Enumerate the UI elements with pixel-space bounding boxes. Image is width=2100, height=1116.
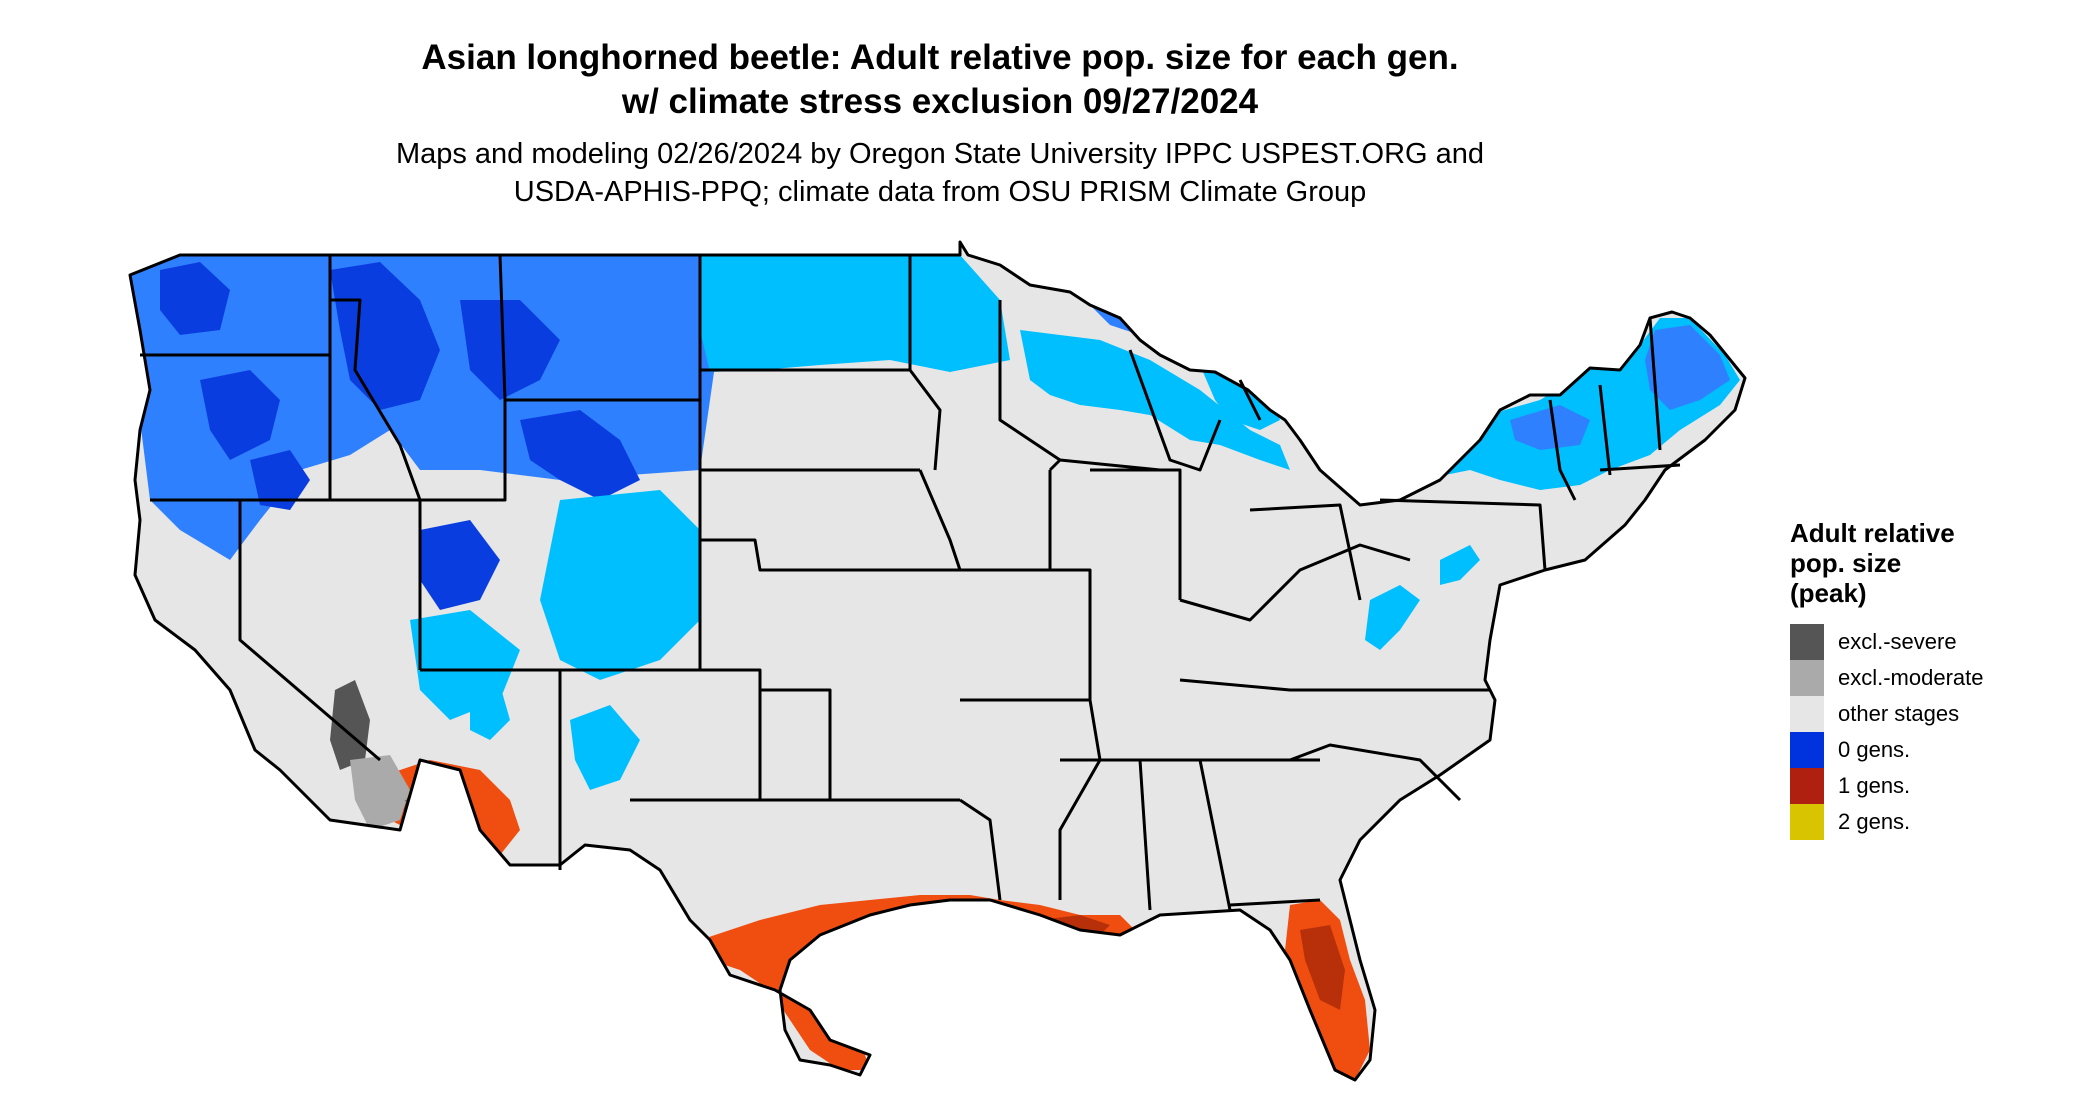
legend-swatch bbox=[1790, 732, 1824, 768]
legend-title-line: pop. size bbox=[1790, 548, 1902, 578]
legend-label: 0 gens. bbox=[1838, 737, 1911, 762]
map-fill bbox=[130, 242, 1745, 1080]
legend-item-other-stages: other stages bbox=[1790, 696, 2090, 732]
legend-item-1-gens: 1 gens. bbox=[1790, 768, 2090, 804]
legend-label: 1 gens. bbox=[1838, 773, 1911, 798]
legend-item-excl-moderate: excl.-moderate bbox=[1790, 660, 2090, 696]
us-outline bbox=[128, 240, 1747, 1082]
legend-item-excl-severe: excl.-severe bbox=[1790, 624, 2090, 660]
legend-label: excl.-severe bbox=[1838, 629, 1957, 654]
map-subtitle-line-2: USDA-APHIS-PPQ; climate data from OSU PR… bbox=[513, 176, 1367, 208]
legend-swatch bbox=[1790, 768, 1824, 804]
map-title-line-1: Asian longhorned beetle: Adult relative … bbox=[421, 38, 1459, 77]
state-boundaries bbox=[128, 240, 1747, 1082]
map-title-line-2: w/ climate stress exclusion 09/27/2024 bbox=[621, 82, 1259, 121]
legend-swatch bbox=[1790, 624, 1824, 660]
legend-swatch bbox=[1790, 696, 1824, 732]
legend-item-2-gens: 2 gens. bbox=[1790, 804, 2090, 840]
legend-item-0-gens: 0 gens. bbox=[1790, 732, 2090, 768]
legend-title-line: (peak) bbox=[1790, 578, 1867, 608]
legend-title-line: Adult relative bbox=[1790, 518, 1955, 548]
legend-swatch bbox=[1790, 804, 1824, 840]
legend-label: excl.-moderate bbox=[1838, 665, 1984, 690]
map-legend: Adult relative pop. size (peak) excl.-se… bbox=[1790, 518, 2090, 840]
legend-swatch bbox=[1790, 660, 1824, 696]
map-subtitle-line-1: Maps and modeling 02/26/2024 by Oregon S… bbox=[395, 138, 1485, 170]
legend-title: Adult relative pop. size (peak) bbox=[1790, 518, 2090, 608]
legend-label: other stages bbox=[1838, 701, 1960, 726]
legend-label: 2 gens. bbox=[1838, 809, 1911, 834]
